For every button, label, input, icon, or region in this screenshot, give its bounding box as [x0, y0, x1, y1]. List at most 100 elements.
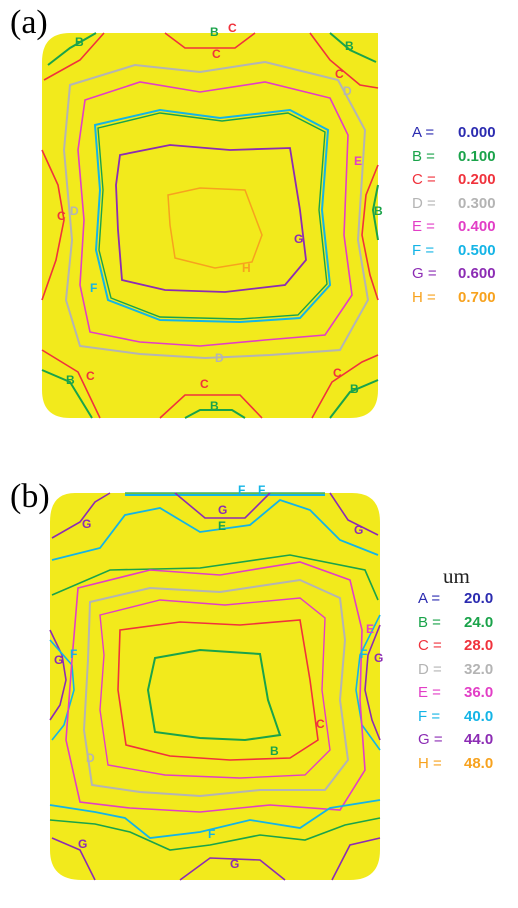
tag-a-20: C: [333, 366, 342, 380]
contour-a-G: [115, 144, 307, 293]
contour-a-C-br: [311, 354, 379, 419]
contour-b-bottom-2: [49, 817, 381, 851]
legend-a-key: H =: [412, 288, 436, 306]
contour-b-E-ring: [51, 554, 379, 601]
unit-label: um: [443, 564, 470, 588]
legend-b-key: B =: [418, 613, 441, 631]
tag-a-10: C: [57, 209, 66, 223]
tag-b-7: E: [366, 622, 374, 636]
contour-b-D: [82, 578, 350, 798]
contour-a-B-tr: [329, 32, 377, 63]
legend-a-key: B =: [412, 147, 435, 165]
plot-b-region: [50, 493, 380, 880]
tag-a-9: B: [374, 204, 383, 218]
legend-b-key: G =: [418, 731, 443, 748]
tag-a-3: B: [75, 35, 84, 49]
legend-b-value: 28.0: [464, 637, 494, 654]
tag-a-1: B: [210, 25, 219, 39]
legend-b-value: 44.0: [464, 731, 494, 748]
tag-b-9: F: [70, 647, 77, 661]
tag-b-5: E: [218, 519, 226, 533]
legend-a-value: 0.300: [458, 194, 496, 212]
tag-b-13: B: [270, 744, 279, 758]
contour-b-E-top: [51, 498, 379, 561]
contour-b-G-bottom: [51, 837, 96, 881]
legend-a-value: 0.100: [458, 147, 496, 165]
tag-a-6: C: [335, 67, 344, 81]
tag-a-16: B: [66, 373, 75, 387]
tag-a-8: E: [354, 154, 362, 168]
tag-a-14: H: [242, 261, 251, 275]
contour-plot-a: B C B C B C D E B C D F G H D B C C B C …: [41, 21, 383, 419]
contour-a-C-right: [361, 164, 379, 301]
panel-b-label: (b): [10, 478, 50, 515]
legend-b-key: A =: [418, 590, 441, 607]
contour-a-C-left: [41, 149, 65, 301]
tag-a-2: C: [228, 21, 237, 35]
tag-a-4: C: [212, 47, 221, 61]
legend-b-key: H =: [418, 754, 442, 772]
tag-b-16: G: [78, 837, 87, 851]
legend-b-key: E =: [418, 684, 441, 701]
tag-b-3: G: [82, 517, 91, 531]
legend-b: A = 20.0 B = 24.0 C = 28.0 D = 32.0 E = 36.0 F = 40…: [418, 590, 514, 790]
contour-b-B-inner: [146, 648, 282, 742]
tag-b-2: F: [258, 483, 265, 497]
tag-a-12: F: [90, 281, 97, 295]
contour-b-G-br: [331, 837, 381, 881]
contour-a-C-tl: [43, 32, 105, 81]
contour-b-E-inner: [99, 597, 331, 779]
tag-b-6: G: [354, 523, 363, 537]
tag-b-8: G: [54, 653, 63, 667]
legend-b-value: 48.0: [464, 754, 494, 772]
legend-a-key: A =: [412, 124, 435, 141]
legend-a-key: F =: [412, 241, 435, 259]
legend-a-key: E =: [412, 218, 435, 235]
legend-b-value: 40.0: [464, 707, 494, 725]
contour-a-B-br: [329, 379, 379, 419]
legend-a-value: 0.200: [458, 171, 496, 188]
contour-a-D: [62, 60, 370, 360]
contour-b-F-left: [49, 639, 75, 741]
plot-a-region: [42, 33, 378, 418]
legend-b-value: 20.0: [464, 590, 494, 607]
tag-a-18: C: [200, 377, 209, 391]
tag-b-17: G: [230, 857, 239, 871]
contour-b-G-bottom2: [179, 857, 286, 881]
contour-b-G-tr: [329, 492, 379, 536]
contour-a-B-bottom: [184, 409, 246, 419]
legend-a-value: 0.700: [458, 288, 496, 306]
legend-a-key: D =: [412, 194, 436, 212]
legend-a-value: 0.600: [458, 265, 496, 282]
legend-a-key: C =: [412, 171, 436, 188]
tag-a-13: G: [294, 232, 303, 246]
tag-b-10: F: [360, 647, 367, 661]
contour-a-B-bl: [41, 369, 93, 419]
legend-b-key: D =: [418, 660, 442, 678]
legend-b-key: F =: [418, 707, 441, 725]
contour-a-B-inner: [97, 112, 328, 320]
tag-a-5: B: [345, 39, 354, 53]
contour-b-G-right: [364, 624, 381, 741]
legend-b-value: 36.0: [464, 684, 494, 701]
contour-b-C: [117, 619, 319, 761]
contour-a-F: [93, 108, 332, 324]
legend-a-value: 0.400: [458, 218, 496, 235]
tag-b-12: C: [316, 717, 325, 731]
contour-b-G-tl: [51, 492, 111, 539]
legend-b-value: 24.0: [464, 613, 494, 631]
contour-a-H: [167, 187, 263, 269]
contour-a-B-right: [371, 184, 379, 241]
legend-b-key: C =: [418, 637, 442, 654]
contour-a-C-top: [164, 32, 256, 49]
legend-a: A = 0.000 B = 0.100 C = 0.200 D = 0.300 E = 0.400…: [412, 124, 512, 324]
tag-b-1: F: [238, 483, 245, 497]
contour-a-B-tl: [47, 32, 97, 66]
contour-b-E-outer: [65, 561, 366, 813]
contour-b-F-right: [355, 614, 381, 751]
tag-b-4: G: [218, 503, 227, 517]
contour-b-bottom-1: [49, 799, 381, 839]
tag-b-15: F: [208, 827, 215, 841]
tag-a-17: C: [86, 369, 95, 383]
panel-a-label: (a): [10, 4, 48, 41]
